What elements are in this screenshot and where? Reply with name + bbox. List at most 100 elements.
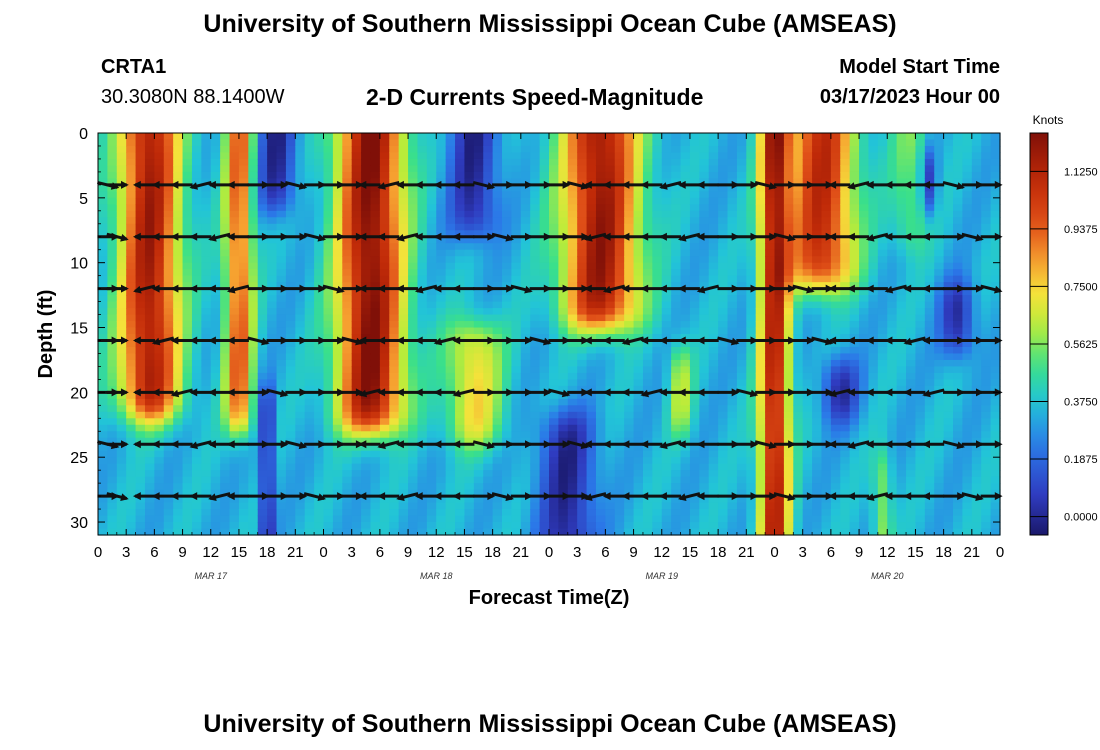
station-coords: 30.3080N 88.1400W xyxy=(101,86,285,108)
heatmap-cell xyxy=(229,204,240,212)
heatmap-cell xyxy=(295,223,306,231)
heatmap-cell xyxy=(727,165,738,173)
heatmap-cell xyxy=(210,483,221,491)
heatmap-cell xyxy=(708,450,719,458)
chart-title: University of Southern Mississippi Ocean… xyxy=(203,10,897,38)
heatmap-cell xyxy=(830,295,841,303)
heatmap-cell xyxy=(304,489,315,497)
heatmap-cell xyxy=(586,262,597,270)
heatmap-cell xyxy=(220,515,231,523)
heatmap-cell xyxy=(379,405,390,413)
heatmap-cell xyxy=(586,158,597,167)
heatmap-cell xyxy=(567,470,578,478)
heatmap-cell xyxy=(182,385,193,393)
heatmap-cell xyxy=(436,308,447,316)
heatmap-cell xyxy=(154,243,165,251)
heatmap-cell xyxy=(276,295,287,303)
heatmap-cell xyxy=(727,372,738,380)
heatmap-cell xyxy=(558,321,569,329)
heatmap-cell xyxy=(633,398,644,406)
heatmap-cell xyxy=(408,308,419,316)
heatmap-cell xyxy=(624,314,635,322)
heatmap-cell xyxy=(267,158,278,167)
heatmap-cell xyxy=(511,243,522,251)
heatmap-cell xyxy=(182,139,193,147)
heatmap-cell xyxy=(774,470,785,478)
heatmap-cell xyxy=(436,418,447,426)
heatmap-cell xyxy=(473,197,484,205)
heatmap-cell xyxy=(530,282,541,290)
heatmap-cell xyxy=(191,139,202,147)
heatmap-cell xyxy=(229,210,240,218)
heatmap-cell xyxy=(332,522,343,530)
heatmap-cell xyxy=(408,483,419,491)
heatmap-cell xyxy=(774,282,785,290)
heatmap-cell xyxy=(154,204,165,212)
heatmap-cell xyxy=(699,359,710,368)
heatmap-cell xyxy=(285,243,296,251)
heatmap-cell xyxy=(614,411,625,419)
heatmap-cell xyxy=(492,223,503,231)
heatmap-cell xyxy=(361,515,372,523)
heatmap-cell xyxy=(238,398,249,406)
heatmap-cell xyxy=(549,275,559,283)
heatmap-cell xyxy=(436,463,447,471)
heatmap-cell xyxy=(793,178,804,186)
heatmap-cell xyxy=(502,197,513,205)
heatmap-cell xyxy=(135,509,146,517)
heatmap-cell xyxy=(182,230,193,238)
heatmap-cell xyxy=(652,359,663,368)
heatmap-cell xyxy=(483,236,494,244)
heatmap-cell xyxy=(689,509,700,517)
heatmap-cell xyxy=(567,256,578,264)
heatmap-cell xyxy=(567,327,578,335)
heatmap-cell xyxy=(135,301,146,309)
heatmap-cell xyxy=(304,431,315,439)
heatmap-cell xyxy=(238,145,249,154)
heatmap-cell xyxy=(755,424,766,432)
heatmap-cell xyxy=(220,366,231,374)
heatmap-cell xyxy=(342,256,353,264)
heatmap-cell xyxy=(220,502,231,510)
heatmap-cell xyxy=(821,217,832,225)
heatmap-cell xyxy=(191,359,202,368)
heatmap-cell xyxy=(774,353,785,361)
heatmap-cell xyxy=(248,145,259,154)
heatmap-cell xyxy=(295,165,306,173)
heatmap-cell xyxy=(708,327,719,335)
heatmap-cell xyxy=(295,171,306,179)
heatmap-cell xyxy=(154,366,165,374)
heatmap-cell xyxy=(210,528,221,536)
heatmap-cell xyxy=(210,398,221,406)
heatmap-cell xyxy=(642,139,653,147)
heatmap-cell xyxy=(549,334,559,342)
heatmap-cell xyxy=(473,359,484,368)
heatmap-cell xyxy=(257,145,268,154)
heatmap-cell xyxy=(661,437,672,445)
heatmap-cell xyxy=(464,450,475,458)
heatmap-cell xyxy=(736,496,747,504)
heatmap-cell xyxy=(229,308,240,316)
heatmap-cell xyxy=(163,444,174,452)
heatmap-cell xyxy=(830,502,841,510)
heatmap-cell xyxy=(248,405,259,413)
heatmap-cell xyxy=(633,243,644,251)
heatmap-cell xyxy=(633,366,644,374)
heatmap-cell xyxy=(436,334,447,342)
heatmap-cell xyxy=(116,372,127,380)
heatmap-cell xyxy=(257,152,268,160)
heatmap-cell xyxy=(464,288,475,296)
heatmap-cell xyxy=(154,223,165,231)
heatmap-cell xyxy=(614,418,625,426)
heatmap-cell xyxy=(436,269,447,277)
heatmap-cell xyxy=(464,314,475,322)
heatmap-cell xyxy=(830,515,841,523)
heatmap-cell xyxy=(398,165,409,173)
heatmap-cell xyxy=(351,366,362,374)
heatmap-cell xyxy=(680,308,691,316)
heatmap-cell xyxy=(652,178,663,186)
heatmap-cell xyxy=(248,275,259,283)
heatmap-cell xyxy=(408,282,419,290)
heatmap-cell xyxy=(849,139,860,147)
heatmap-cell xyxy=(577,133,588,141)
